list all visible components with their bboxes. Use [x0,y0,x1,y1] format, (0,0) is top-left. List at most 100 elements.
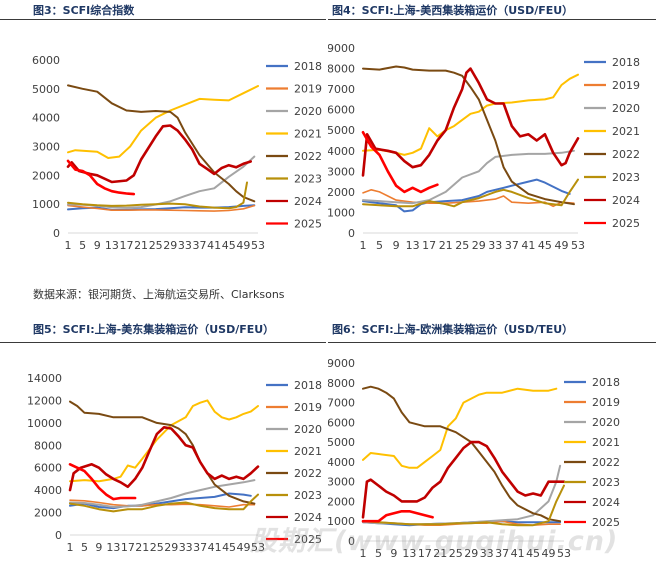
x-tick-label: 37 [505,239,519,252]
legend-label-2022: 2022 [592,456,620,469]
x-tick-label: 37 [193,541,207,554]
legend-label-2021: 2021 [294,445,322,458]
legend-label-2022: 2022 [294,467,322,480]
x-tick-label: 1 [65,239,72,252]
legend-label-2025: 2025 [294,533,322,546]
y-tick-label: 1000 [32,198,60,211]
chart-panel-2: 图4：SCFI:上海-美西集装箱运价（USD/FEU） 0 1000 2000 300… [328,0,656,268]
x-tick-label: 13 [106,541,120,554]
x-tick-label: 1 [360,239,367,252]
chart-2-plot: 0 1000 2000 3000 4000 5000 6000 7000 8000 9000 1 5 9… [328,42,640,252]
x-tick-label: 13 [105,239,119,252]
y-tick-label: 2000 [328,495,355,508]
x-tick-label: 37 [193,239,207,252]
series-line-2022 [362,65,575,206]
y-tick-label: 6000 [328,416,355,429]
chart-4-plot: 0 1000 2000 3000 4000 5000 6000 7000 8000 9000 1 5 9… [328,357,620,560]
legend-label-2024: 2024 [294,511,322,524]
y-tick-label: 3000 [328,165,355,178]
x-tick-label: 9 [393,239,400,252]
legend-label-2019: 2019 [294,83,322,96]
x-tick-label: 9 [94,239,101,252]
x-tick-label: 49 [237,541,251,554]
x-tick-label: 21 [135,541,149,554]
x-tick-label: 29 [472,239,486,252]
x-tick-label: 33 [480,547,494,560]
series-line-2025 [361,131,439,194]
x-tick-label: 53 [251,541,265,554]
chart-1-plot: 0 1000 2000 3000 4000 5000 6000 1 5 9 13 17 21 25 29 33… [32,54,322,252]
x-tick-label: 21 [134,239,148,252]
legend-label-2023: 2023 [294,489,322,502]
y-tick-label: 4000 [328,456,355,469]
x-tick-label: 25 [449,547,463,560]
x-tick-label: 53 [571,239,585,252]
x-tick-label: 5 [81,541,88,554]
x-tick-label: 17 [422,239,436,252]
x-tick-label: 29 [164,541,178,554]
series-line-2025 [68,463,137,501]
y-tick-label: 3000 [328,476,355,489]
x-tick-label: 33 [488,239,502,252]
legend-label-2022: 2022 [612,148,640,161]
legend-label-2025: 2025 [294,218,322,231]
x-tick-label: 5 [375,547,382,560]
y-tick-label: 7000 [328,83,355,96]
y-tick-label: 4000 [328,145,355,158]
chart-1-title-rule [0,19,326,20]
legend-label-2020: 2020 [592,416,620,429]
y-tick-label: 3000 [32,141,60,154]
series-line-2021 [69,399,259,483]
series-line-2020 [362,149,575,205]
series-line-2025 [361,510,434,523]
watermark-text: 股期汇(www.guqihui.cn) [250,526,619,557]
legend-label-2024: 2024 [294,195,322,208]
y-tick-label: 8000 [328,377,355,390]
legend-label-2021: 2021 [612,125,640,138]
series-line-2025 [66,159,136,196]
x-tick-label: 45 [222,541,236,554]
x-tick-label: 41 [207,239,221,252]
legend-label-2025: 2025 [612,217,640,230]
x-tick-label: 37 [495,547,509,560]
chart-panel-3: 图5：SCFI:上海-美东集装箱运价（USD/FEU） 0 2000 4000 600… [0,318,328,567]
chart-3-title-rule [0,342,326,343]
x-tick-label: 49 [542,547,556,560]
y-tick-label: 6000 [34,462,62,475]
legend-label-2023: 2023 [612,171,640,184]
y-tick-label: 4000 [32,112,60,125]
series-line-2023 [69,493,259,513]
x-tick-label: 9 [390,547,397,560]
x-tick-label: 21 [439,239,453,252]
x-tick-label: 5 [376,239,383,252]
legend-label-2021: 2021 [592,436,620,449]
x-tick-label: 25 [149,239,163,252]
chart-2-title-rule [328,19,656,20]
chart-1-title: 图3：SCFI综合指数 [33,4,135,17]
legend-label-2023: 2023 [294,173,322,186]
legend-label-2022: 2022 [294,150,322,163]
y-tick-label: 0 [348,535,355,548]
x-tick-label: 17 [418,547,432,560]
chart-panel-4: 图6：SCFI:上海-欧洲集装箱运价（USD/TEU） 0 1000 2000 300… [328,318,656,567]
x-tick-label: 49 [236,239,250,252]
legend-label-2025: 2025 [592,516,620,529]
y-tick-label: 5000 [328,436,355,449]
legend-label-2024: 2024 [612,194,640,207]
x-tick-label: 17 [119,239,133,252]
x-tick-label: 41 [521,239,535,252]
y-tick-label: 4000 [34,484,62,497]
legend-label-2018: 2018 [612,56,640,69]
x-tick-label: 13 [402,547,416,560]
y-tick-label: 5000 [328,124,355,137]
legend-label-2018: 2018 [294,60,322,73]
y-tick-label: 2000 [34,507,62,520]
series-line-2022 [67,84,256,203]
series-line-2019 [67,204,256,212]
y-tick-label: 1000 [328,515,355,528]
legend-label-2020: 2020 [294,105,322,118]
series-line-2021 [362,73,579,156]
legend-label-2019: 2019 [612,79,640,92]
x-tick-label: 49 [554,239,568,252]
series-line-2022 [69,400,256,505]
